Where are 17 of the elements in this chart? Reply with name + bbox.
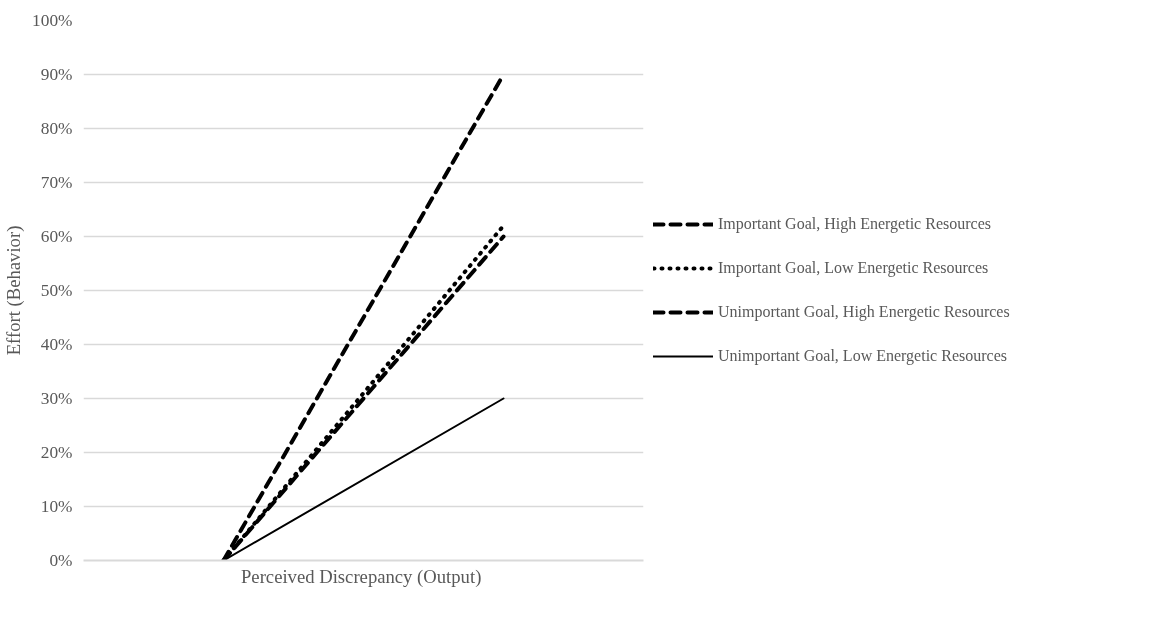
y-tick-label: 50% [40, 281, 73, 300]
y-axis-title: Effort (Behavior) [3, 225, 26, 356]
y-tick-label: 10% [40, 497, 73, 516]
legend-label: Unimportant Goal, High Energetic Resources [718, 303, 1010, 321]
y-tick-label: 0% [49, 551, 73, 570]
y-tick-label: 70% [40, 173, 73, 192]
y-tick-label: 40% [40, 335, 73, 354]
y-tick-label: 90% [40, 65, 73, 84]
x-axis-title: Perceived Discrepancy (Output) [240, 565, 482, 588]
y-tick-label: 80% [40, 119, 73, 138]
legend-label: Unimportant Goal, Low Energetic Resources [718, 347, 1007, 365]
legend-label: Important Goal, Low Energetic Resources [718, 259, 989, 277]
y-tick-label: 30% [40, 389, 73, 408]
y-tick-label: 60% [40, 227, 73, 246]
legend-label: Important Goal, High Energetic Resources [718, 215, 991, 233]
y-tick-label: 100% [32, 11, 73, 30]
y-tick-label: 20% [40, 443, 73, 462]
